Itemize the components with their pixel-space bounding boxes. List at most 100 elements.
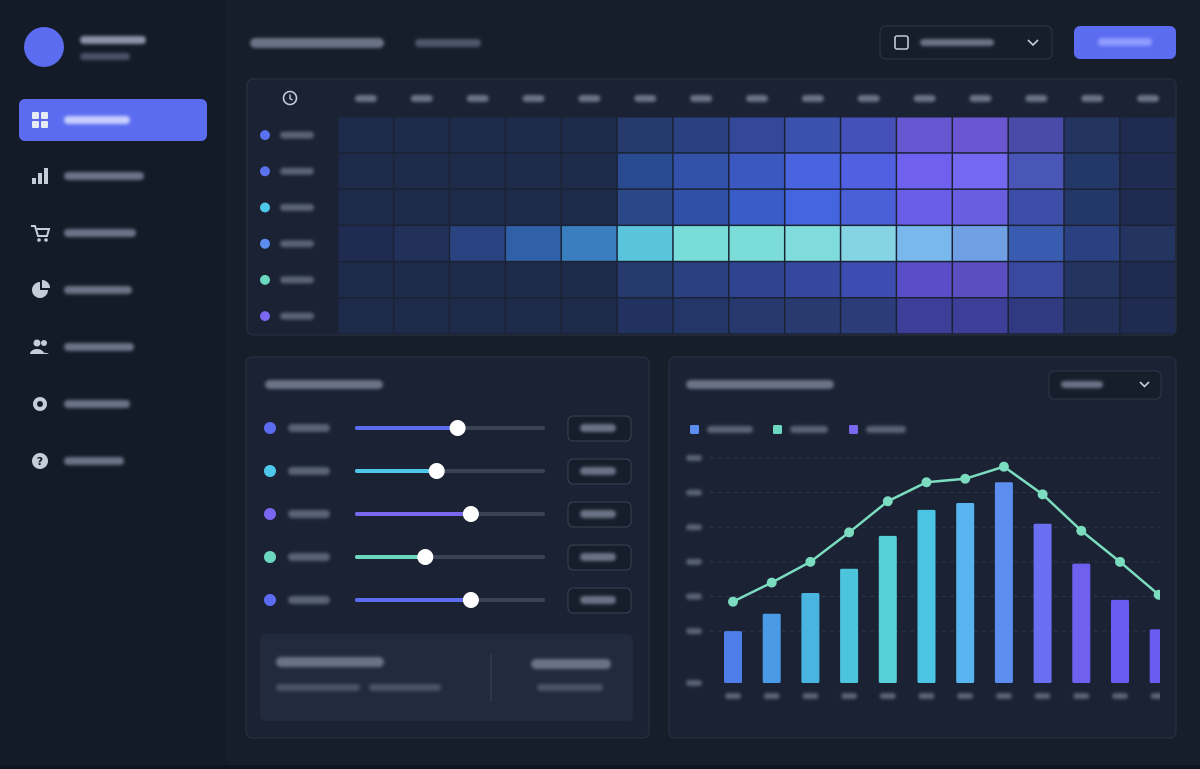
column-label — [466, 95, 489, 102]
help-mark: ? — [37, 455, 43, 468]
heat-cell — [897, 226, 952, 261]
column-label — [1081, 95, 1104, 102]
heat-cell — [897, 117, 952, 153]
line-point — [728, 596, 738, 607]
heat-cell — [1120, 298, 1175, 334]
row-dot — [260, 274, 270, 285]
column-label — [969, 95, 992, 102]
x-tick-label — [995, 693, 1012, 699]
heat-cell — [729, 189, 784, 225]
slider-knob[interactable] — [449, 420, 466, 436]
slider-label — [288, 553, 330, 561]
slider-knob[interactable] — [462, 592, 479, 608]
row-dot — [260, 238, 270, 249]
heat-cell — [1064, 226, 1120, 261]
slider-dot — [264, 594, 276, 606]
heat-cell — [729, 298, 784, 334]
avatar[interactable] — [24, 27, 64, 67]
y-tick-label — [686, 558, 702, 565]
slider-dot — [264, 551, 276, 563]
line-point — [805, 556, 816, 567]
slider-dot — [264, 465, 276, 477]
heat-cell — [729, 226, 784, 261]
heat-cell — [841, 117, 896, 153]
chevron — [1139, 381, 1150, 388]
column-label — [913, 95, 936, 102]
heat-cell — [1120, 262, 1175, 297]
heat-cell — [897, 189, 952, 225]
heat-cell — [450, 189, 505, 225]
heat-cell — [673, 189, 729, 225]
bar — [1033, 523, 1052, 683]
heat-cell — [953, 189, 1008, 225]
heat-cell — [785, 117, 840, 153]
slider-knob[interactable] — [462, 506, 479, 522]
row-label — [280, 131, 314, 139]
x-tick-label — [725, 693, 741, 699]
heat-cell — [673, 226, 729, 261]
heat-cell — [729, 262, 784, 297]
line-point — [1076, 525, 1087, 536]
x-tick-label — [802, 693, 819, 699]
heat-cell — [394, 262, 449, 297]
value-text — [580, 553, 616, 561]
heat-cell — [785, 226, 840, 261]
bar — [840, 568, 859, 683]
row-dot — [260, 130, 270, 141]
line-point — [766, 577, 777, 588]
row-dot — [260, 311, 270, 322]
row-label — [280, 240, 314, 248]
user-role — [80, 53, 130, 60]
chart-select[interactable] — [1048, 370, 1162, 400]
heat-cell — [506, 226, 561, 261]
line-point — [998, 461, 1009, 472]
bar — [1149, 629, 1160, 683]
x-tick-label — [918, 693, 935, 699]
select-label — [1061, 381, 1103, 388]
slider-fill — [355, 555, 426, 559]
heat-cell — [673, 117, 729, 153]
row-label — [280, 312, 314, 320]
bar — [994, 482, 1013, 683]
row-dot — [260, 166, 270, 177]
heat-cell — [506, 298, 561, 334]
heat-cell — [841, 226, 896, 261]
column-label — [746, 95, 768, 102]
heat-cell — [1008, 153, 1064, 189]
heat-cell — [1064, 262, 1120, 297]
heat-cell — [1064, 117, 1120, 153]
heat-cell — [673, 262, 729, 297]
legend-label — [790, 426, 828, 433]
slider-knob[interactable] — [417, 549, 434, 565]
slider-label — [288, 467, 330, 475]
y-tick-label — [686, 524, 702, 531]
heat-cell — [394, 226, 449, 261]
heat-cell — [785, 298, 840, 334]
column-label — [690, 95, 713, 102]
heat-cell — [953, 117, 1008, 153]
column-label — [410, 95, 433, 102]
line-point — [1037, 489, 1048, 500]
slider-label — [288, 596, 330, 604]
heat-cell — [394, 117, 449, 153]
bar — [1072, 563, 1091, 683]
heat-cell — [506, 117, 561, 153]
heat-cell — [785, 262, 840, 297]
user-name — [80, 36, 146, 44]
column-label — [801, 95, 824, 102]
heat-cell — [617, 226, 673, 261]
x-tick-label — [879, 693, 896, 699]
heat-cell — [450, 153, 505, 189]
heat-cell — [338, 153, 393, 189]
heat-cell — [1008, 262, 1064, 297]
value-text — [580, 510, 616, 518]
heat-cell — [841, 262, 896, 297]
value-text — [580, 596, 616, 604]
slider-knob[interactable] — [428, 463, 445, 479]
heat-cell — [841, 153, 896, 189]
heat-cell — [841, 189, 896, 225]
legend-label — [707, 426, 753, 433]
bar — [762, 613, 781, 683]
